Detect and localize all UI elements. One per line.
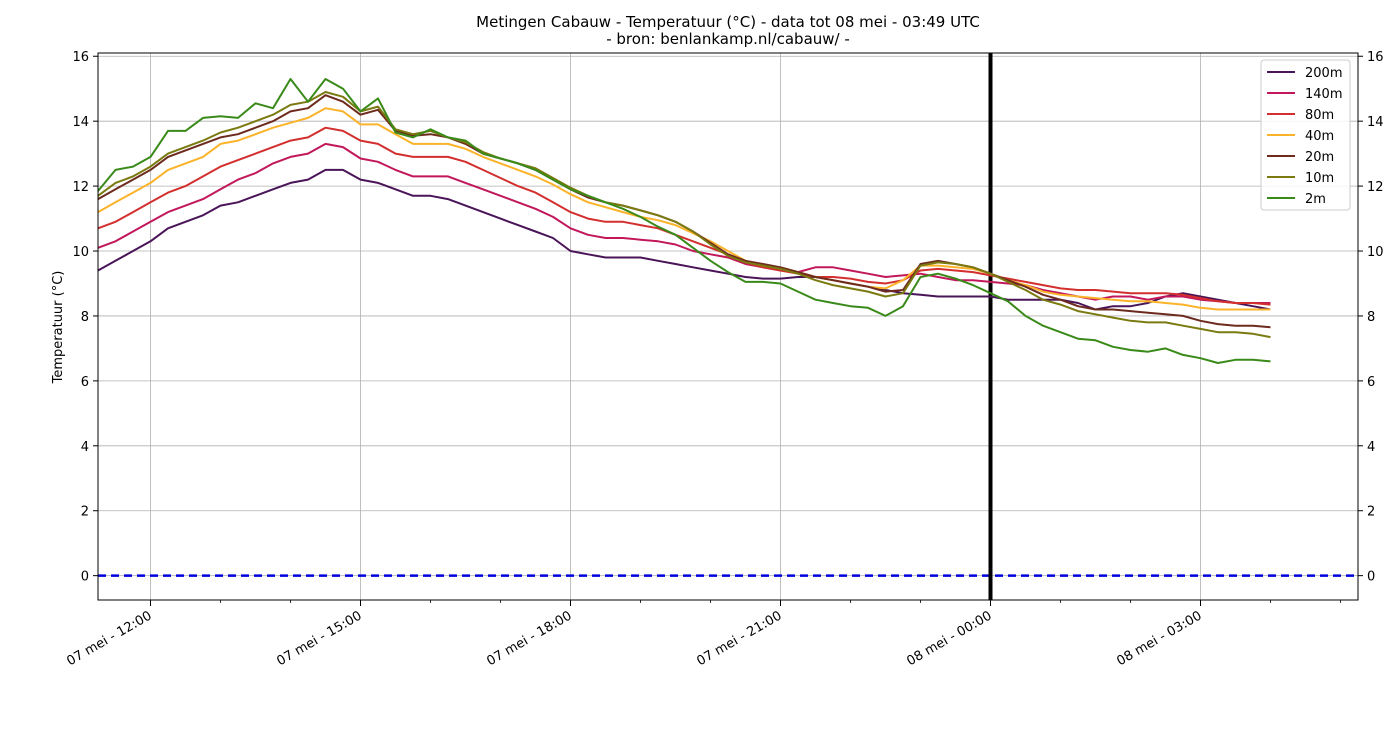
chart-title: Metingen Cabauw - Temperatuur (°C) - dat…: [476, 13, 980, 31]
y-tick-label-left: 8: [81, 310, 89, 325]
plot-area: 0 2 4 6 8 10 12 14 16 0 2 4 6 8 10 12 14 16 07 mei - 12:…: [64, 50, 1383, 669]
y-tick-label-left: 14: [72, 115, 89, 130]
x-tick-label: 07 mei - 12:00: [64, 608, 154, 669]
series-line-80m: [97, 126, 1271, 306]
reference-lines: [98, 53, 1358, 600]
y-axis-label: Temperatuur (°C): [51, 271, 66, 385]
y-tick-label-right: 16: [1367, 50, 1384, 65]
y-tick-label-right: 14: [1367, 115, 1384, 130]
series-line-10m: [97, 91, 1271, 339]
y-tick-label-left: 12: [72, 180, 89, 195]
y-axis-right: 0 2 4 6 8 10 12 14 16: [1358, 50, 1384, 585]
x-axis: 07 mei - 12:00 07 mei - 15:00 07 mei - 18:…: [64, 600, 1341, 669]
series-line-20m: [97, 94, 1271, 329]
y-tick-label-right: 10: [1367, 245, 1384, 260]
x-tick-label: 08 mei - 03:00: [1114, 608, 1204, 669]
x-tick-label: 07 mei - 18:00: [484, 608, 574, 669]
y-tick-label-right: 4: [1367, 440, 1375, 455]
series-line-40m: [97, 107, 1271, 311]
legend-label-80m: 80m: [1305, 108, 1334, 123]
legend-label-200m: 200m: [1305, 66, 1342, 81]
y-tick-label-right: 8: [1367, 310, 1375, 325]
y-tick-label-left: 2: [81, 505, 89, 520]
legend: 200m 140m 80m 40m 20m 10m 2m: [1260, 59, 1351, 211]
legend-label-40m: 40m: [1305, 129, 1334, 144]
x-tick-label: 08 mei - 00:00: [904, 608, 994, 669]
series-line-2m: [97, 78, 1271, 364]
legend-label-20m: 20m: [1305, 150, 1334, 165]
y-tick-label-right: 12: [1367, 180, 1384, 195]
grid: [98, 53, 1358, 600]
y-tick-label-right: 0: [1367, 570, 1375, 585]
y-tick-label-right: 2: [1367, 505, 1375, 520]
legend-label-140m: 140m: [1305, 87, 1342, 102]
legend-label-2m: 2m: [1305, 192, 1326, 207]
y-tick-label-right: 6: [1367, 375, 1375, 390]
legend-box: [1260, 59, 1351, 211]
series-lines: [97, 78, 1271, 364]
y-tick-label-left: 0: [81, 570, 89, 585]
y-tick-label-left: 6: [81, 375, 89, 390]
plot-frame: [97, 52, 1359, 601]
legend-label-10m: 10m: [1305, 171, 1334, 186]
chart-subtitle: - bron: benlankamp.nl/cabauw/ -: [606, 30, 850, 48]
series-line-200m: [97, 168, 1271, 311]
series-line-140m: [97, 142, 1271, 304]
y-tick-label-left: 10: [72, 245, 89, 260]
y-axis-left: 0 2 4 6 8 10 12 14 16: [72, 50, 98, 585]
x-tick-label: 07 mei - 15:00: [274, 608, 364, 669]
y-tick-label-left: 4: [81, 440, 89, 455]
y-tick-label-left: 16: [72, 50, 89, 65]
x-tick-label: 07 mei - 21:00: [694, 608, 784, 669]
